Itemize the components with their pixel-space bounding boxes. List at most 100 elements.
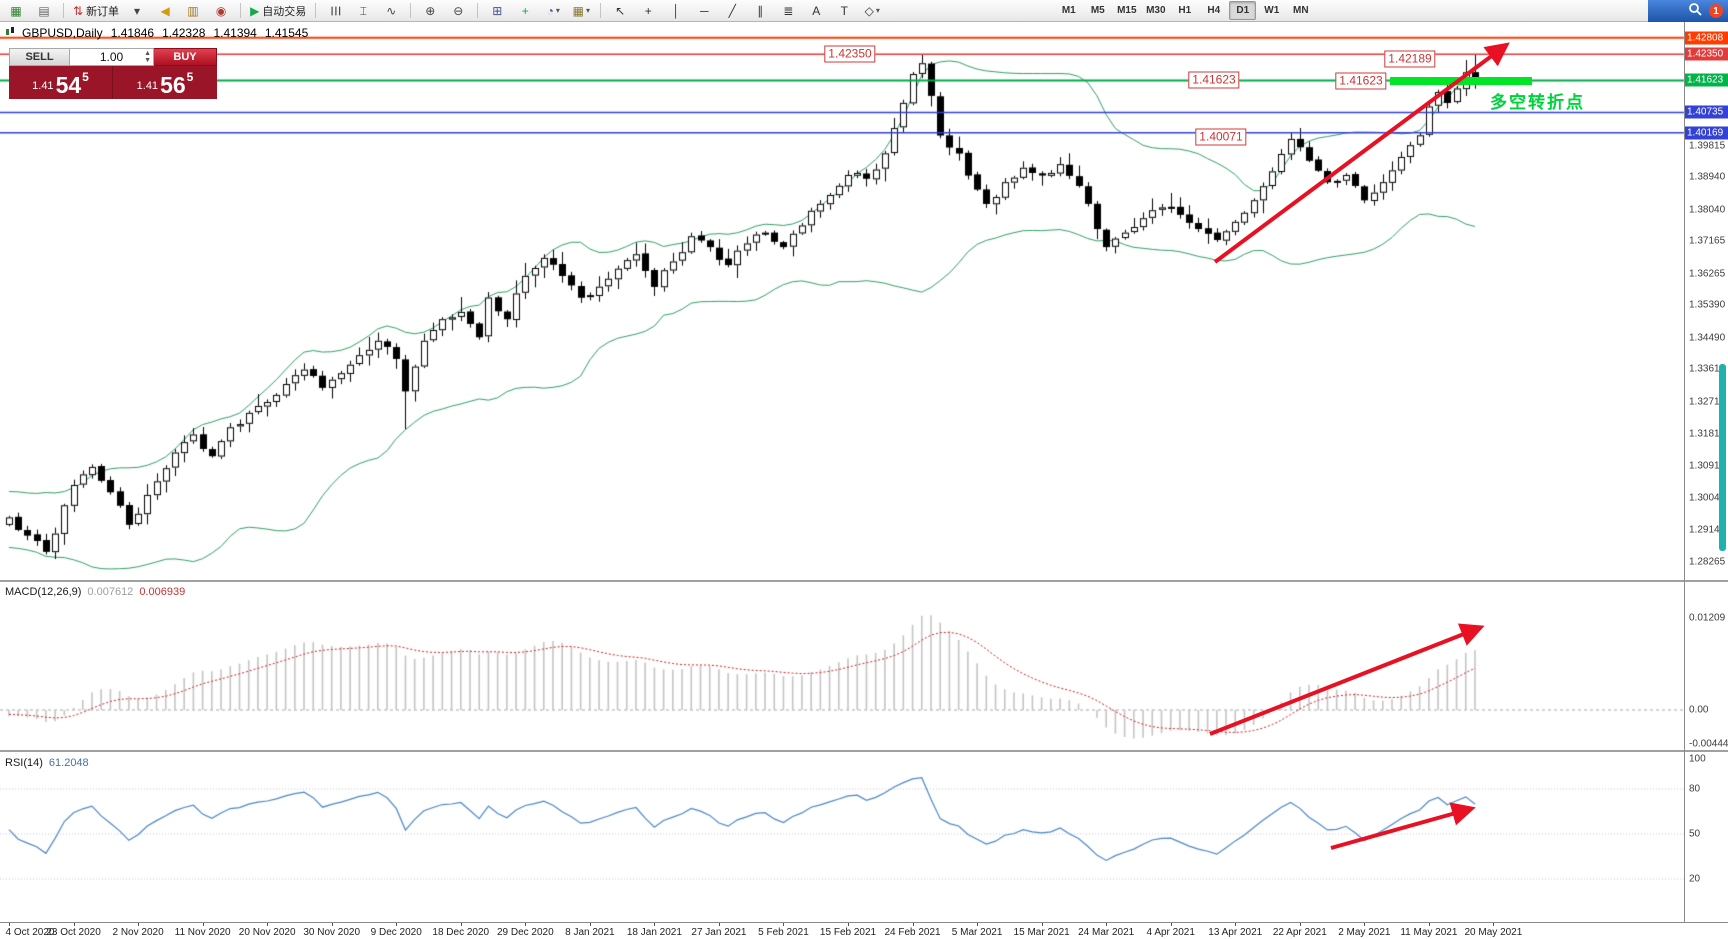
journal-button-icon: ▥	[187, 3, 199, 18]
timeframe-button-h1[interactable]: H1	[1178, 5, 1192, 16]
new-order-dropdown-icon: ▾	[134, 3, 141, 18]
panel-separator-macd[interactable]	[0, 580, 1728, 582]
time-axis-tick	[1041, 923, 1043, 926]
shapes-tool[interactable]: ◇ ▾	[859, 1, 885, 21]
periods-button[interactable]: ◔ ▾	[540, 1, 566, 21]
volume-stepper[interactable]: ▲ ▼	[144, 50, 151, 64]
timeframe-button-m30[interactable]: M30	[1146, 5, 1166, 16]
channel-tool-icon: ∥	[757, 3, 764, 18]
time-axis-tick	[718, 923, 720, 926]
hline-tool[interactable]: ─	[691, 1, 717, 21]
price-annotation-label: 1.40071	[1195, 128, 1247, 146]
time-axis-tick	[73, 923, 75, 926]
crosshair-tool[interactable]: +	[635, 1, 661, 21]
time-axis-label: 18 Jan 2021	[626, 927, 682, 938]
new-order-button-icon: ⇅	[73, 3, 84, 18]
candle-chart-button[interactable]: ⌶	[350, 1, 376, 21]
vline-tool-icon: │	[672, 3, 681, 18]
timeframe-button-h4[interactable]: H4	[1207, 5, 1221, 16]
macd-signal-value: 0.006939	[139, 586, 186, 598]
timeframe-button-mn[interactable]: MN	[1293, 5, 1309, 16]
timeframe-button-m1[interactable]: M1	[1061, 5, 1076, 16]
sell-price-button[interactable]: 1.41 54 5	[9, 66, 113, 99]
fibo-tool[interactable]: ≣	[775, 1, 801, 21]
bar-chart-button[interactable]: ☰	[322, 1, 348, 21]
new-order-button[interactable]: ⇅ 新订单	[70, 1, 122, 21]
price-scale-marker: 1.42808	[1685, 31, 1728, 45]
timeframe-button-d1[interactable]: D1	[1229, 1, 1257, 20]
shapes-tool-caret-icon: ▾	[875, 6, 880, 15]
community-button[interactable]: ◉	[208, 1, 234, 21]
crosshair-tool-icon: +	[644, 3, 652, 18]
zoom-in-button[interactable]: ⊕	[417, 1, 443, 21]
channel-tool[interactable]: ∥	[747, 1, 773, 21]
tile-windows-button[interactable]: ⊞	[484, 1, 510, 21]
timeframe-button-m15[interactable]: M15	[1117, 5, 1137, 16]
mini-candlestick-icon	[5, 26, 16, 40]
time-axis-label: 9 Dec 2020	[370, 927, 422, 938]
time-axis-label: 4 Oct 2020	[5, 927, 55, 938]
templates-button-caret-icon: ▾	[585, 6, 590, 15]
rsi-scale-tick: 80	[1689, 783, 1701, 795]
time-axis-tick	[331, 923, 333, 926]
ohlc-low: 1.41394	[213, 26, 257, 40]
time-axis-tick	[460, 923, 462, 926]
profiles-button[interactable]: ▤	[31, 1, 57, 21]
periods-button-icon: ◔	[546, 3, 554, 18]
toolbar-separator	[600, 3, 602, 18]
label-tool[interactable]: T	[831, 1, 857, 21]
new-order-dropdown[interactable]: ▾	[124, 1, 150, 21]
trendline-tool[interactable]: ╱	[719, 1, 745, 21]
price-annotation-label: 1.41623	[1188, 71, 1240, 89]
line-chart-button[interactable]: ∿	[378, 1, 404, 21]
journal-button[interactable]: ▥	[180, 1, 206, 21]
rsi-scale-tick: 50	[1689, 828, 1701, 840]
autotrading-button-label: 自动交易	[262, 5, 307, 18]
ohlc-high: 1.42328	[162, 26, 206, 40]
search-icon[interactable]	[1688, 2, 1702, 21]
timeframe-button-w1[interactable]: W1	[1264, 5, 1280, 16]
time-axis-tick	[1428, 923, 1430, 926]
time-axis-label: 11 May 2021	[1400, 927, 1458, 938]
scrollbar-thumb[interactable]	[1719, 364, 1726, 551]
price-scale-tick: 1.33615	[1689, 363, 1726, 375]
price-scale-tick: 1.30040	[1689, 492, 1726, 504]
zoom-out-button[interactable]: ⊖	[445, 1, 471, 21]
toolbar-separator	[315, 3, 317, 18]
time-axis-label: 24 Feb 2021	[884, 927, 941, 938]
toolbar-separator	[240, 3, 242, 18]
sell-tab[interactable]: SELL	[9, 48, 70, 66]
price-scale-tick: 1.39815	[1689, 140, 1726, 152]
price-scale-tick: 1.30915	[1689, 460, 1726, 472]
new-chart-button[interactable]: ▦	[3, 1, 29, 21]
text-tool[interactable]: A	[803, 1, 829, 21]
time-axis-tick	[783, 923, 785, 926]
add-indicator-button[interactable]: +	[512, 1, 538, 21]
time-axis: 4 Oct 2020 23 Oct 2020 2 Nov 2020 11 Nov 20…	[0, 923, 1684, 939]
time-axis-separator	[0, 922, 1728, 923]
alerts-button[interactable]: ◀	[152, 1, 178, 21]
time-axis-label: 15 Mar 2021	[1013, 927, 1070, 938]
volume-input[interactable]: 1.00 ▲ ▼	[70, 48, 154, 66]
timeframe-button-m5[interactable]: M5	[1090, 5, 1105, 16]
templates-button[interactable]: ▦ ▾	[568, 1, 594, 21]
new-order-button-label: 新订单	[86, 5, 120, 18]
toolbar-separator	[410, 3, 412, 18]
autotrading-button[interactable]: ▶ 自动交易	[247, 1, 309, 21]
buy-price-button[interactable]: 1.41 56 5	[113, 66, 217, 99]
stepper-up-icon[interactable]: ▲	[144, 50, 151, 57]
macd-scale-tick: 0.00	[1689, 704, 1709, 716]
sell-pips: 54	[55, 72, 82, 99]
stepper-down-icon[interactable]: ▼	[144, 57, 151, 64]
panel-separator-rsi[interactable]	[0, 750, 1728, 752]
notification-badge[interactable]: 1	[1709, 4, 1723, 18]
time-axis-label: 29 Dec 2020	[496, 927, 554, 938]
time-axis-tick	[1106, 923, 1108, 926]
sell-figure: 1.41	[32, 80, 54, 92]
vline-tool[interactable]: │	[663, 1, 689, 21]
buy-tab[interactable]: BUY	[154, 48, 217, 66]
time-axis-label: 27 Jan 2021	[691, 927, 747, 938]
cursor-tool[interactable]: ↖	[607, 1, 633, 21]
